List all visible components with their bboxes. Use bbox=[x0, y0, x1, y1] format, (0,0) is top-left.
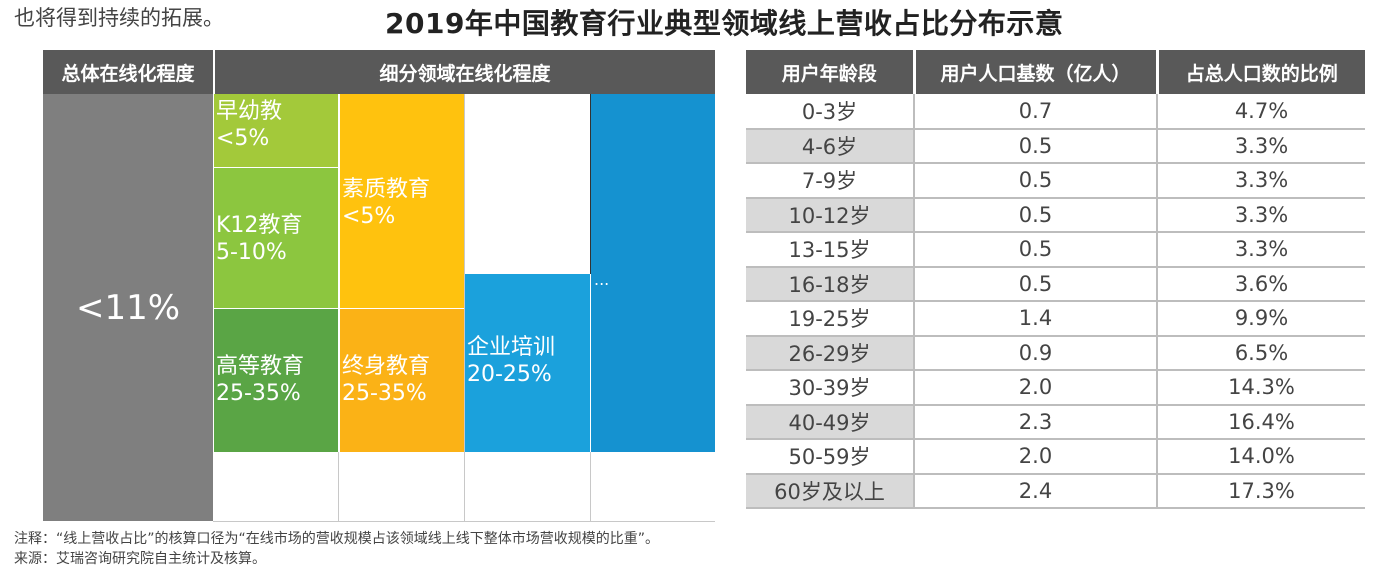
segment-other-ellipsis: ... bbox=[594, 270, 610, 289]
header-segments: 细分领域在线化程度 bbox=[215, 50, 715, 94]
population-cell: 1.4 bbox=[914, 301, 1158, 337]
footnote: 注释：“线上营收占比”的核算口径为“在线市场的营收规模占该领域线上线下整体市场营… bbox=[14, 531, 660, 547]
segment-higher-name: 高等教育 bbox=[216, 354, 305, 379]
segment-higher-value: 25-35% bbox=[216, 381, 301, 406]
ratio-cell: 14.0% bbox=[1157, 439, 1365, 475]
segment-other: ... bbox=[591, 94, 715, 452]
population-cell: 0.9 bbox=[914, 335, 1158, 371]
table-row: 7-9岁 0.5 3.3% bbox=[746, 163, 1365, 199]
population-cell: 0.5 bbox=[914, 232, 1158, 268]
col-header-age: 用户年龄段 bbox=[746, 50, 916, 94]
table-row: 50-59岁 2.0 14.0% bbox=[746, 439, 1365, 475]
table-header-row: 用户年龄段 用户人口基数（亿人） 占总人口数的比例 bbox=[746, 50, 1365, 94]
segment-k12-value: 5-10% bbox=[216, 240, 287, 265]
segment-lifelong-education: 终身教育 25-35% bbox=[340, 309, 464, 452]
population-cell: 2.3 bbox=[914, 404, 1158, 440]
table-row: 26-29岁 0.9 6.5% bbox=[746, 335, 1365, 371]
age-cell: 10-12岁 bbox=[746, 197, 915, 233]
segment-higher-education: 高等教育 25-35% bbox=[214, 309, 338, 452]
population-cell: 0.5 bbox=[914, 197, 1158, 233]
segment-quality-value: <5% bbox=[342, 204, 396, 229]
population-cell: 0.5 bbox=[914, 163, 1158, 199]
segment-lifelong-value: 25-35% bbox=[342, 381, 427, 406]
age-cell: 50-59岁 bbox=[746, 439, 915, 475]
grid-line-h-bottom bbox=[213, 521, 715, 522]
table-row: 13-15岁 0.5 3.3% bbox=[746, 232, 1365, 268]
age-cell: 30-39岁 bbox=[746, 370, 915, 406]
grid-line-h-top-right bbox=[590, 94, 591, 274]
table-body: 0-3岁 0.7 4.7% 4-6岁 0.5 3.3% 7-9岁 0.5 3.3% 10-12岁 0… bbox=[746, 94, 1365, 509]
age-population-table: 用户年龄段 用户人口基数（亿人） 占总人口数的比例 0-3岁 0.7 4.7% 4-6… bbox=[746, 50, 1365, 509]
age-cell: 40-49岁 bbox=[746, 404, 915, 440]
segment-lifelong-name: 终身教育 bbox=[342, 354, 431, 379]
ratio-cell: 3.3% bbox=[1157, 163, 1365, 199]
table-row: 10-12岁 0.5 3.3% bbox=[746, 197, 1365, 233]
intro-text-fragment: 也将得到持续的拓展。 bbox=[14, 6, 224, 30]
grid-line-v2 bbox=[464, 94, 465, 521]
segment-early-value: <5% bbox=[216, 126, 270, 151]
age-cell: 60岁及以上 bbox=[746, 473, 915, 509]
segment-k12: K12教育 5-10% bbox=[214, 168, 338, 308]
table-row: 60岁及以上 2.4 17.3% bbox=[746, 473, 1365, 509]
grid-line-v3 bbox=[590, 452, 591, 521]
col-header-ratio: 占总人口数的比例 bbox=[1157, 50, 1365, 94]
age-cell: 0-3岁 bbox=[746, 94, 915, 130]
segment-k12-name: K12教育 bbox=[216, 213, 303, 238]
age-cell: 7-9岁 bbox=[746, 163, 915, 199]
chart-title: 2019年中国教育行业典型领域线上营收占比分布示意 bbox=[385, 7, 1064, 40]
table-row: 30-39岁 2.0 14.3% bbox=[746, 370, 1365, 406]
ratio-cell: 3.6% bbox=[1157, 266, 1365, 302]
table-row: 4-6岁 0.5 3.3% bbox=[746, 128, 1365, 164]
population-cell: 0.7 bbox=[914, 94, 1158, 130]
header-overall: 总体在线化程度 bbox=[43, 50, 213, 94]
ratio-cell: 3.3% bbox=[1157, 232, 1365, 268]
col-header-population: 用户人口基数（亿人） bbox=[914, 50, 1159, 94]
table-row: 19-25岁 1.4 9.9% bbox=[746, 301, 1365, 337]
grid-line-v1 bbox=[338, 452, 339, 521]
ratio-cell: 9.9% bbox=[1157, 301, 1365, 337]
age-cell: 13-15岁 bbox=[746, 232, 915, 268]
table-row: 16-18岁 0.5 3.6% bbox=[746, 266, 1365, 302]
segment-corporate-value: 20-25% bbox=[467, 362, 552, 387]
segment-corporate-name: 企业培训 bbox=[467, 335, 556, 360]
ratio-cell: 16.4% bbox=[1157, 404, 1365, 440]
population-cell: 2.0 bbox=[914, 370, 1158, 406]
segment-corporate-training: 企业培训 20-25% bbox=[465, 274, 590, 452]
population-cell: 2.0 bbox=[914, 439, 1158, 475]
source-note: 来源：艾瑞咨询研究院自主统计及核算。 bbox=[14, 551, 266, 567]
segment-quality-name: 素质教育 bbox=[342, 177, 431, 202]
population-cell: 2.4 bbox=[914, 473, 1158, 509]
age-cell: 4-6岁 bbox=[746, 128, 915, 164]
ratio-cell: 14.3% bbox=[1157, 370, 1365, 406]
segment-early-name: 早幼教 bbox=[216, 99, 283, 124]
age-cell: 19-25岁 bbox=[746, 301, 915, 337]
table-row: 0-3岁 0.7 4.7% bbox=[746, 94, 1365, 130]
table-row: 40-49岁 2.3 16.4% bbox=[746, 404, 1365, 440]
ratio-cell: 3.3% bbox=[1157, 128, 1365, 164]
population-cell: 0.5 bbox=[914, 266, 1158, 302]
segment-early-education: 早幼教 <5% bbox=[214, 94, 338, 167]
segment-quality-education: 素质教育 <5% bbox=[340, 94, 464, 308]
ratio-cell: 4.7% bbox=[1157, 94, 1365, 130]
ratio-cell: 6.5% bbox=[1157, 335, 1365, 371]
population-cell: 0.5 bbox=[914, 128, 1158, 164]
overall-online-value: <11% bbox=[43, 94, 213, 521]
ratio-cell: 17.3% bbox=[1157, 473, 1365, 509]
age-cell: 26-29岁 bbox=[746, 335, 915, 371]
age-cell: 16-18岁 bbox=[746, 266, 915, 302]
ratio-cell: 3.3% bbox=[1157, 197, 1365, 233]
